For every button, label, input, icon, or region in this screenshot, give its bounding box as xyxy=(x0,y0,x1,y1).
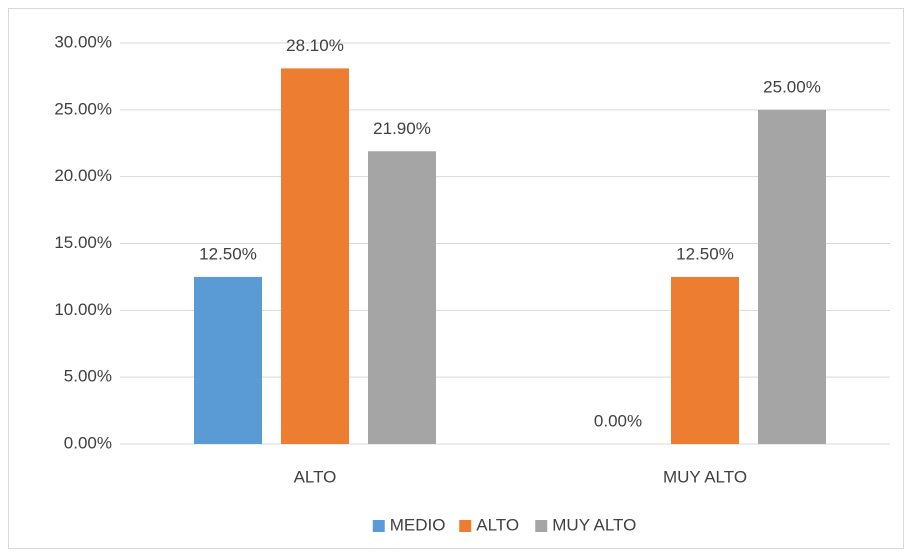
value-label: 12.50% xyxy=(676,244,734,263)
y-tick-label: 25.00% xyxy=(54,99,112,118)
y-tick-label: 20.00% xyxy=(54,166,112,185)
x-tick-label: ALTO xyxy=(294,467,337,486)
legend-label: MUY ALTO xyxy=(552,515,636,534)
bar xyxy=(368,151,436,444)
legend-label: MEDIO xyxy=(390,515,446,534)
bar xyxy=(281,68,349,444)
y-tick-label: 5.00% xyxy=(64,367,112,386)
x-tick-label: MUY ALTO xyxy=(663,467,747,486)
y-tick-label: 15.00% xyxy=(54,233,112,252)
value-label: 21.90% xyxy=(373,119,431,138)
bar xyxy=(194,276,262,444)
value-label: 12.50% xyxy=(199,244,257,263)
y-tick-label: 30.00% xyxy=(54,32,112,51)
legend-swatch xyxy=(459,520,472,532)
y-tick-label: 0.00% xyxy=(64,433,112,452)
value-label: 0.00% xyxy=(594,411,642,430)
bar xyxy=(758,109,826,444)
y-tick-label: 10.00% xyxy=(54,300,112,319)
legend-swatch xyxy=(372,520,385,532)
chart-border xyxy=(8,8,904,549)
value-label: 25.00% xyxy=(763,77,821,96)
value-label: 28.10% xyxy=(286,36,344,55)
bar xyxy=(671,276,739,444)
legend-swatch xyxy=(535,520,548,532)
legend-label: ALTO xyxy=(476,515,519,534)
